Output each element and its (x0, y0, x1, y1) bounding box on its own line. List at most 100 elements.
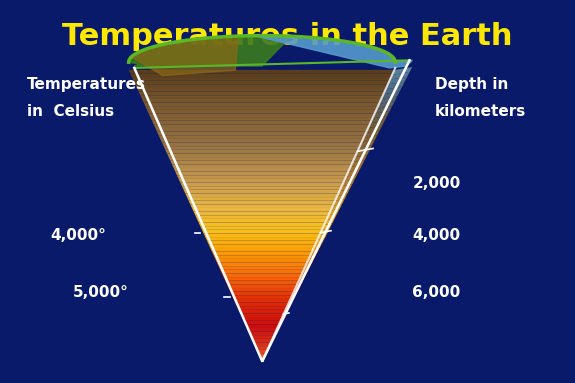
Polygon shape (231, 291, 294, 295)
Polygon shape (269, 341, 272, 346)
Polygon shape (378, 101, 394, 109)
Polygon shape (139, 92, 385, 95)
Text: Temperatures in the Earth: Temperatures in the Earth (62, 22, 513, 51)
Polygon shape (181, 183, 344, 186)
Polygon shape (233, 299, 290, 303)
Polygon shape (393, 67, 412, 75)
Polygon shape (266, 346, 269, 351)
Text: 5,000°: 5,000° (73, 285, 129, 300)
Polygon shape (291, 292, 297, 298)
Polygon shape (229, 288, 296, 291)
Polygon shape (342, 180, 355, 186)
Polygon shape (198, 223, 325, 226)
Polygon shape (302, 268, 309, 273)
Polygon shape (225, 281, 298, 284)
Polygon shape (247, 328, 277, 332)
Polygon shape (353, 155, 367, 162)
Polygon shape (380, 97, 397, 104)
Polygon shape (264, 351, 267, 356)
Polygon shape (192, 208, 332, 212)
Polygon shape (177, 175, 347, 179)
Polygon shape (172, 164, 352, 168)
Polygon shape (358, 145, 372, 152)
Polygon shape (155, 128, 369, 132)
Polygon shape (202, 230, 322, 234)
Polygon shape (355, 150, 370, 157)
Polygon shape (144, 103, 380, 106)
Polygon shape (240, 313, 283, 317)
Polygon shape (222, 273, 302, 277)
Polygon shape (366, 126, 382, 133)
Polygon shape (306, 258, 315, 264)
Polygon shape (311, 248, 320, 254)
Polygon shape (175, 172, 348, 175)
Text: 4,000: 4,000 (412, 228, 461, 243)
Text: Depth in: Depth in (435, 77, 508, 92)
Polygon shape (129, 36, 291, 66)
Polygon shape (386, 82, 405, 89)
Polygon shape (389, 77, 407, 84)
Polygon shape (150, 117, 374, 121)
Polygon shape (220, 270, 304, 273)
Polygon shape (140, 95, 384, 99)
Polygon shape (364, 131, 380, 138)
Polygon shape (129, 70, 395, 74)
Polygon shape (159, 135, 365, 139)
Polygon shape (333, 199, 344, 206)
Polygon shape (224, 277, 300, 281)
Text: Temperatures: Temperatures (26, 77, 145, 92)
Polygon shape (133, 81, 390, 84)
Polygon shape (214, 255, 310, 259)
Polygon shape (284, 307, 289, 312)
Polygon shape (147, 110, 377, 113)
Polygon shape (157, 132, 367, 135)
Polygon shape (190, 205, 334, 208)
Polygon shape (273, 331, 277, 336)
Polygon shape (237, 306, 287, 310)
Polygon shape (369, 121, 385, 128)
Polygon shape (204, 234, 320, 237)
Polygon shape (320, 229, 329, 235)
Polygon shape (344, 175, 357, 181)
Polygon shape (259, 354, 265, 357)
Polygon shape (254, 342, 270, 346)
Polygon shape (210, 248, 313, 252)
Polygon shape (293, 287, 300, 293)
Polygon shape (131, 74, 394, 77)
Polygon shape (362, 136, 377, 142)
Polygon shape (255, 346, 269, 350)
Polygon shape (185, 193, 339, 197)
Polygon shape (131, 36, 238, 75)
Text: 6,000: 6,000 (412, 285, 461, 300)
Polygon shape (187, 197, 337, 201)
Polygon shape (309, 253, 317, 259)
Polygon shape (205, 237, 319, 241)
Polygon shape (137, 88, 387, 92)
Polygon shape (286, 302, 292, 308)
Polygon shape (242, 317, 282, 321)
Polygon shape (182, 186, 342, 190)
Polygon shape (160, 139, 363, 142)
Polygon shape (232, 295, 292, 299)
Polygon shape (351, 160, 365, 167)
Polygon shape (174, 168, 350, 172)
Text: in  Celsius: in Celsius (26, 104, 114, 119)
Polygon shape (327, 214, 337, 220)
Polygon shape (142, 99, 382, 103)
Polygon shape (373, 111, 390, 118)
Polygon shape (152, 121, 372, 124)
Polygon shape (200, 226, 324, 230)
Polygon shape (262, 356, 264, 361)
Polygon shape (271, 336, 274, 341)
Polygon shape (324, 219, 335, 225)
Polygon shape (165, 150, 359, 154)
Polygon shape (348, 165, 362, 172)
Polygon shape (246, 324, 279, 328)
Polygon shape (227, 284, 297, 288)
Polygon shape (360, 141, 374, 147)
Polygon shape (149, 113, 375, 117)
Polygon shape (132, 77, 392, 81)
Polygon shape (315, 238, 324, 244)
Polygon shape (331, 204, 342, 210)
Polygon shape (391, 72, 409, 80)
